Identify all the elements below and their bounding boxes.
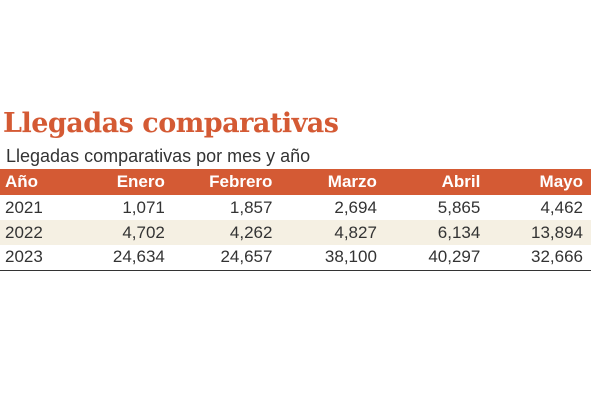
- cell-value: 38,100: [272, 245, 377, 271]
- cell-value: 24,634: [66, 245, 165, 271]
- cell-value: 1,857: [229, 197, 273, 217]
- cell-value: 40,297: [376, 245, 481, 271]
- column-header-february: Febrero: [209, 172, 273, 191]
- cell-value: 32,666: [480, 245, 591, 271]
- cell-value: 1,071: [122, 197, 165, 217]
- cell-value: 24,657: [164, 245, 273, 271]
- column-header-april: Abril: [441, 172, 481, 191]
- column-header-may: Mayo: [539, 172, 583, 191]
- cell-value: 2,694: [334, 197, 377, 217]
- cell-year: 2023: [0, 245, 67, 271]
- cell-year: 2021: [5, 197, 43, 217]
- header-row: Año Enero Febrero Marzo Abril Mayo: [0, 169, 591, 195]
- arrivals-table: Año Enero Febrero Marzo Abril Mayo 2021 …: [0, 169, 591, 271]
- table-row: 2021 1,071 1,857 2,694 5,865 4,462: [0, 195, 591, 220]
- cell-value: 13,894: [531, 222, 583, 242]
- cell-value: 4,262: [229, 222, 273, 242]
- table-row: 2023 24,634 24,657 38,100 40,297 32,666: [0, 245, 591, 271]
- column-header-january: Enero: [116, 172, 165, 191]
- table-header: Año Enero Febrero Marzo Abril Mayo: [0, 169, 591, 195]
- chart-title: Llegadas comparativas: [3, 108, 339, 139]
- cell-value: 5,865: [437, 197, 481, 217]
- cell-value: 4,702: [122, 222, 165, 242]
- column-header-march: Marzo: [327, 172, 377, 191]
- chart-subtitle: Llegadas comparativas por mes y año: [6, 146, 311, 166]
- cell-value: 4,462: [540, 197, 583, 217]
- cell-year: 2022: [5, 222, 43, 242]
- column-header-year: Año: [5, 172, 39, 191]
- table-body: 2021 1,071 1,857 2,694 5,865 4,462 2022 …: [0, 195, 591, 271]
- cell-value: 4,827: [334, 222, 377, 242]
- table-row: 2022 4,702 4,262 4,827 6,134 13,894: [0, 220, 591, 245]
- cell-value: 6,134: [437, 222, 481, 242]
